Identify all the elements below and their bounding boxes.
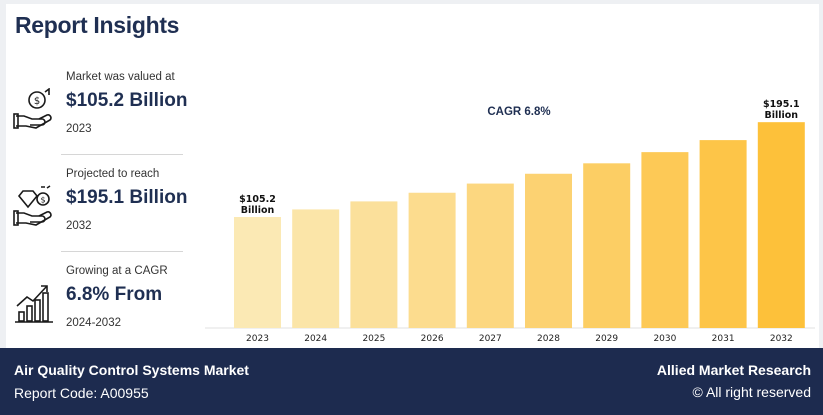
stat-projection: $ Projected to reach $195.1 Billion 2032 (8, 165, 187, 255)
bar-2026 (408, 192, 456, 328)
x-tick-label: 2028 (537, 334, 560, 344)
footer-bar: Air Quality Control Systems Market Repor… (0, 348, 823, 415)
stat-label: Market was valued at (66, 71, 175, 83)
data-label-2023: $105.2 Billion (239, 194, 276, 216)
x-tick-label: 2024 (304, 334, 327, 344)
bar-2027 (466, 183, 514, 328)
x-tick-label: 2031 (712, 334, 735, 344)
stat-value: $195.1 Billion (66, 187, 188, 208)
stat-year: 2024-2032 (66, 317, 121, 329)
bar-2032 (757, 122, 805, 329)
svg-text:$: $ (34, 96, 40, 107)
brand-name: Allied Market Research (656, 362, 811, 378)
stat-cagr: Growing at a CAGR 6.8% From 2024-2032 (8, 262, 183, 352)
x-tick-label: 2023 (246, 334, 269, 344)
money-hand-icon: $ (13, 87, 55, 130)
bar-2025 (350, 201, 398, 328)
bar-2024 (292, 209, 340, 328)
bar-2028 (525, 173, 572, 328)
divider (61, 251, 183, 252)
x-tick-label: 2026 (421, 334, 444, 344)
growth-chart-icon (13, 282, 55, 324)
market-title: Air Quality Control Systems Market (14, 362, 249, 378)
svg-text:$: $ (40, 196, 45, 205)
stat-value: 6.8% From (66, 284, 163, 305)
diamond-hand-icon: $ (13, 185, 55, 227)
divider (61, 154, 183, 155)
bar-2023 (234, 217, 281, 328)
x-tick-label: 2027 (479, 334, 502, 344)
report-code: Report Code: A00955 (14, 385, 149, 401)
bar-2031 (699, 140, 747, 328)
stat-value: $105.2 Billion (66, 90, 188, 111)
stat-label: Growing at a CAGR (66, 265, 168, 277)
data-label-2032: $195.1 Billion (763, 99, 800, 121)
stat-label: Projected to reach (66, 168, 160, 180)
x-tick-label: 2030 (653, 334, 676, 344)
bar-2030 (641, 152, 689, 328)
bar-2029 (583, 163, 631, 328)
stat-year: 2023 (66, 123, 92, 135)
page-title: Report Insights (15, 12, 180, 38)
stat-year: 2032 (66, 220, 92, 232)
x-tick-label: 2032 (770, 334, 793, 344)
chart-title: CAGR 6.8% (487, 106, 550, 118)
cagr-bar-chart: CAGR 6.8% 2023 $105.2 Billion 2024 2025 2026 2… (205, 99, 815, 344)
stat-market-value: $ Market was valued at $105.2 Billion 20… (8, 68, 187, 158)
x-tick-label: 2029 (595, 334, 618, 344)
copyright-text: © All right reserved (692, 384, 811, 400)
x-tick-label: 2025 (362, 334, 385, 344)
